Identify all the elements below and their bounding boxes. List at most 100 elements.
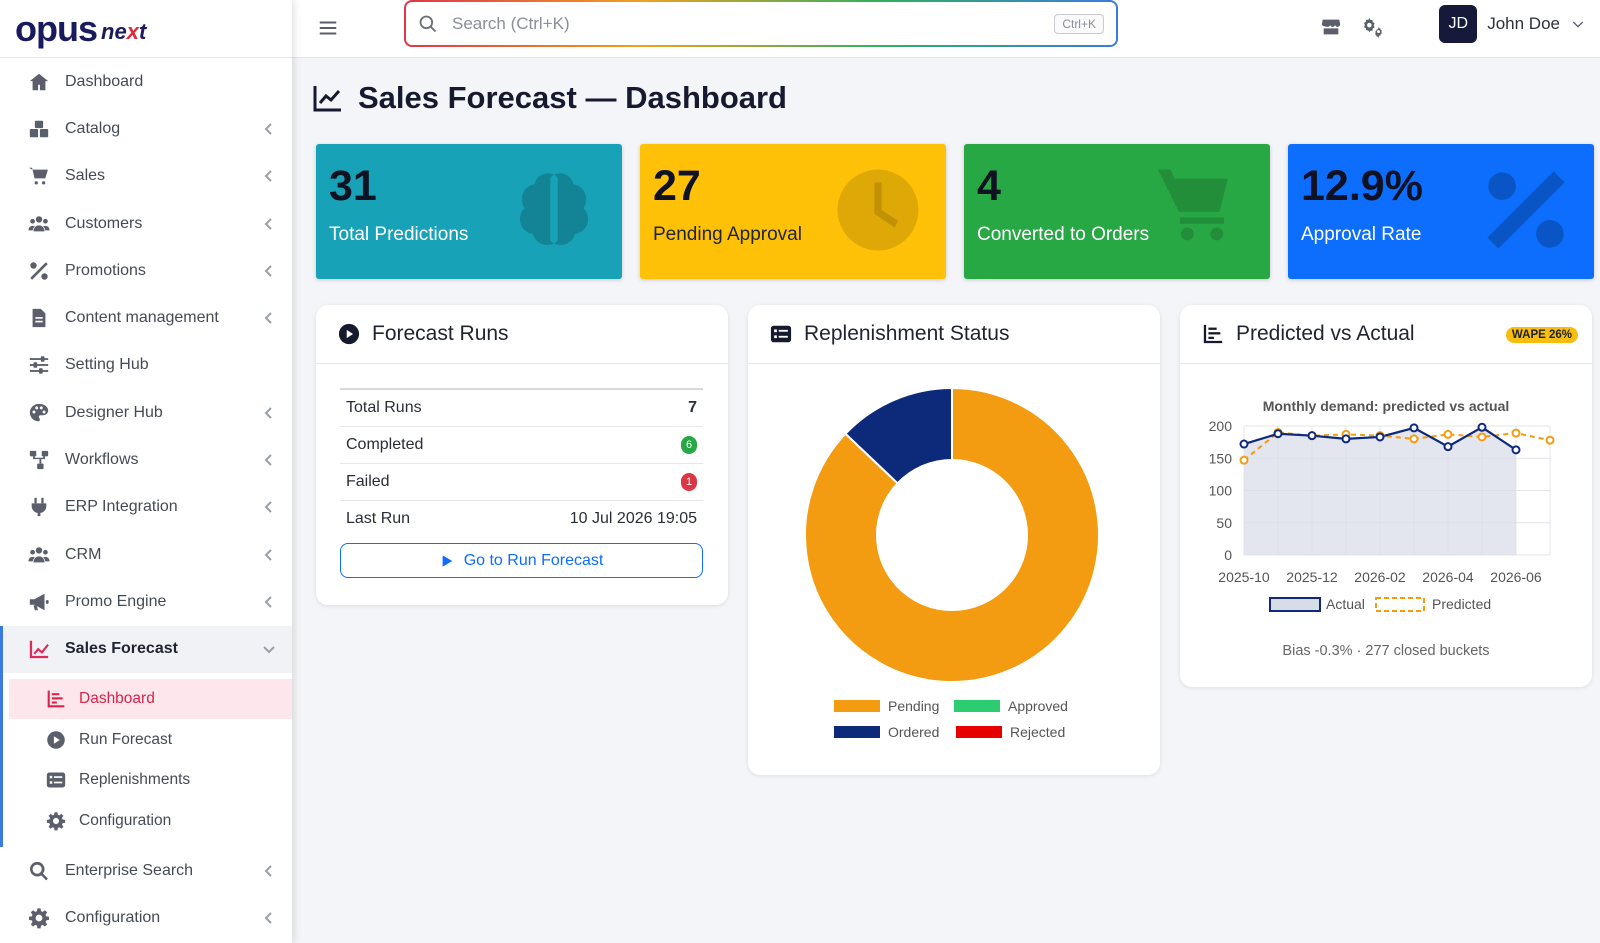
legend-item-rejected[interactable]: Rejected [956,724,1065,740]
sidebar-item-setting-hub[interactable]: Setting Hub [0,342,292,389]
sidebar-item-configuration[interactable]: Configuration [0,894,292,941]
go-to-run-forecast-label: Go to Run Forecast [463,551,604,569]
submenu-item-run-forecast[interactable]: Run Forecast [9,719,292,760]
chevron-left-icon [262,122,276,136]
submenu-item-label: Replenishments [79,771,191,789]
user-menu[interactable]: JD John Doe [1439,4,1586,44]
actual-area [1244,427,1516,555]
chevron-left-icon [262,500,276,514]
sidebar-item-promotions[interactable]: Promotions [0,247,292,294]
settings-button[interactable] [1360,14,1386,40]
table-row: Total Runs 7 [340,389,703,426]
legend-swatch [834,726,880,738]
replenishment-header: Replenishment Status [748,305,1160,364]
chevron-left-icon [262,911,276,925]
brain-icon [519,173,589,245]
sidebar-item-erp-integration[interactable]: ERP Integration [0,484,292,531]
chevron-left-icon [262,217,276,231]
stat-value: 31 [329,162,377,210]
actual-point [1477,422,1487,432]
page-title-row: Sales Forecast — Dashboard [312,78,787,118]
sidebar-item-label: Sales [65,167,106,185]
search-input[interactable] [452,13,1055,34]
replenishment-status-card: Replenishment Status Pending Approved Orde… [748,305,1160,775]
sidebar-item-icon [26,591,52,613]
table-row: Last Run 10 Jul 2026 19:05 [340,500,703,537]
go-to-run-forecast-button[interactable]: Go to Run Forecast [340,543,703,578]
row-value: 6 [482,426,703,463]
chevron-left-icon [262,311,276,325]
submenu-item-configuration[interactable]: Configuration [9,800,292,841]
stat-label: Pending Approval [653,224,802,245]
hamburger-icon [319,21,337,35]
chart-bar-icon [1203,324,1223,344]
file-icon [32,308,46,328]
sidebar-item-dashboard[interactable]: Dashboard [0,58,292,105]
stat-label: Approval Rate [1301,224,1422,245]
actual-point [1273,429,1283,439]
chevron-down-icon [1572,21,1584,28]
cart-icon [28,167,48,185]
topbar: Ctrl+K JD John Doe [292,0,1600,58]
sidebar-item-customers[interactable]: Customers [0,200,292,247]
sidebar-item-crm[interactable]: CRM [0,531,292,578]
sidebar-item-icon [26,496,52,518]
legend-swatch [956,726,1002,738]
boxes-icon [29,120,49,138]
predicted-actual-line-chart: Monthly demand: predicted vs actual 0 50 10… [1209,398,1555,612]
sidebar-item-workflows[interactable]: Workflows [0,436,292,483]
stat-icon [1480,164,1572,256]
legend-item-ordered[interactable]: Ordered [834,724,939,740]
donut-slice-ordered[interactable] [844,386,953,485]
legend-item-pending[interactable]: Pending [834,698,939,714]
brand-sub-x: x [126,18,139,44]
legend-swatch [834,700,880,712]
sidebar-item-label: Workflows [65,451,139,469]
avatar: JD [1439,5,1478,43]
x-tick-label: 2026-06 [1490,569,1542,585]
sidebar-item-promo-engine[interactable]: Promo Engine [0,578,292,625]
total-runs-value: 7 [688,398,697,416]
sidebar-item-sales-forecast[interactable]: Sales Forecast [0,625,292,673]
brand-sub-c: t [138,18,147,44]
stat-value: 4 [977,162,1001,210]
submenu-item-dashboard[interactable]: Dashboard [9,678,292,720]
sidebar-item-sales[interactable]: Sales [0,153,292,200]
legend-label-actual: Actual [1326,596,1365,612]
sidebar-item-label: Content management [65,309,219,327]
cart-icon [1157,169,1228,241]
brand-sub: next [101,19,146,45]
stat-label: Total Predictions [329,224,469,245]
sidebar-nav: Dashboard Catalog Sales Customers Promotions… [0,58,292,673]
plug-icon [31,498,47,517]
submenu-item-label: Dashboard [79,690,155,708]
submenu-item-replenishments[interactable]: Replenishments [9,760,292,801]
search-icon [30,861,48,880]
x-tick-label: 2026-02 [1354,569,1406,585]
stat-value: 12.9% [1301,162,1423,210]
row-value: 7 [482,389,703,426]
legend-item-approved[interactable]: Approved [954,698,1068,714]
sidebar-item-content-management[interactable]: Content management [0,294,292,341]
sidebar-item-label: Dashboard [65,72,144,90]
sidebar-item-enterprise-search[interactable]: Enterprise Search [0,847,292,894]
menu-toggle-button[interactable] [314,14,342,42]
submenu-item-icon [45,811,67,831]
sidebar-item-catalog[interactable]: Catalog [0,105,292,152]
brand-logo[interactable]: opus next [0,0,292,58]
predicted-actual-title: Predicted vs Actual [1236,322,1415,345]
percent-icon [30,262,48,280]
submenu-item-label: Run Forecast [79,730,173,748]
store-button[interactable] [1318,14,1344,40]
chevron-left-icon [262,595,276,609]
stat-card-pending-approval: 27 Pending Approval [640,144,946,279]
actual-point [1443,442,1453,452]
table-row: Completed 6 [340,426,703,463]
actual-point [1239,439,1249,449]
legend-swatch-actual [1269,597,1321,612]
x-tick-label: 2025-10 [1218,569,1270,585]
sidebar-item-designer-hub[interactable]: Designer Hub [0,389,292,436]
donut-slice-pending[interactable] [804,386,1100,683]
y-tick-label: 0 [1224,547,1232,563]
sidebar-item-label: Setting Hub [65,356,149,374]
